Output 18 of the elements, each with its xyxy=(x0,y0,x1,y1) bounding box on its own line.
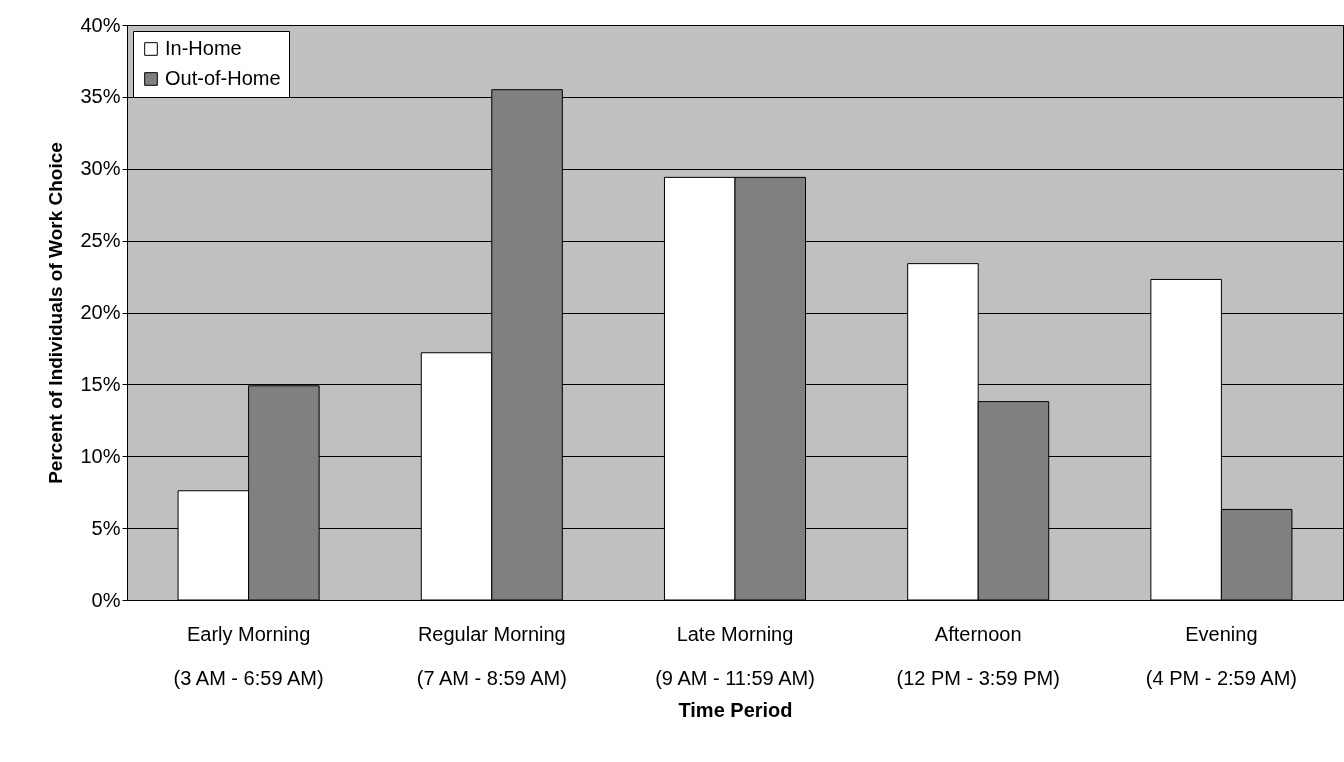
x-tick-label: Early Morning (3 AM - 6:59 AM) xyxy=(173,622,324,689)
legend-label: Out-of-Home xyxy=(165,67,281,89)
x-tick-label: Evening (4 PM - 2:59 AM) xyxy=(1145,622,1297,689)
y-tick-label: 40% xyxy=(80,13,121,36)
y-tick-label: 30% xyxy=(80,157,121,180)
y-tick-label: 10% xyxy=(80,444,121,467)
x-tick-label: Late Morning (9 AM - 11:59 AM) xyxy=(655,622,815,689)
y-tick-label: 35% xyxy=(80,85,121,108)
y-tick-label: 15% xyxy=(80,372,121,395)
y-axis-title: Percent of Individuals of Work Choice xyxy=(45,142,67,484)
y-tick-label: 20% xyxy=(80,301,121,323)
x-tick-label: Regular Morning (7 AM - 8:59 AM) xyxy=(416,622,567,689)
y-tick-label: 0% xyxy=(91,588,121,611)
x-axis-title: Time Period xyxy=(678,698,793,721)
x-tick-label: Afternoon (12 PM - 3:59 PM) xyxy=(896,622,1060,689)
y-tick-label: 25% xyxy=(80,229,121,252)
y-tick-label: 5% xyxy=(91,516,121,539)
legend-label: In-Home xyxy=(165,37,242,59)
